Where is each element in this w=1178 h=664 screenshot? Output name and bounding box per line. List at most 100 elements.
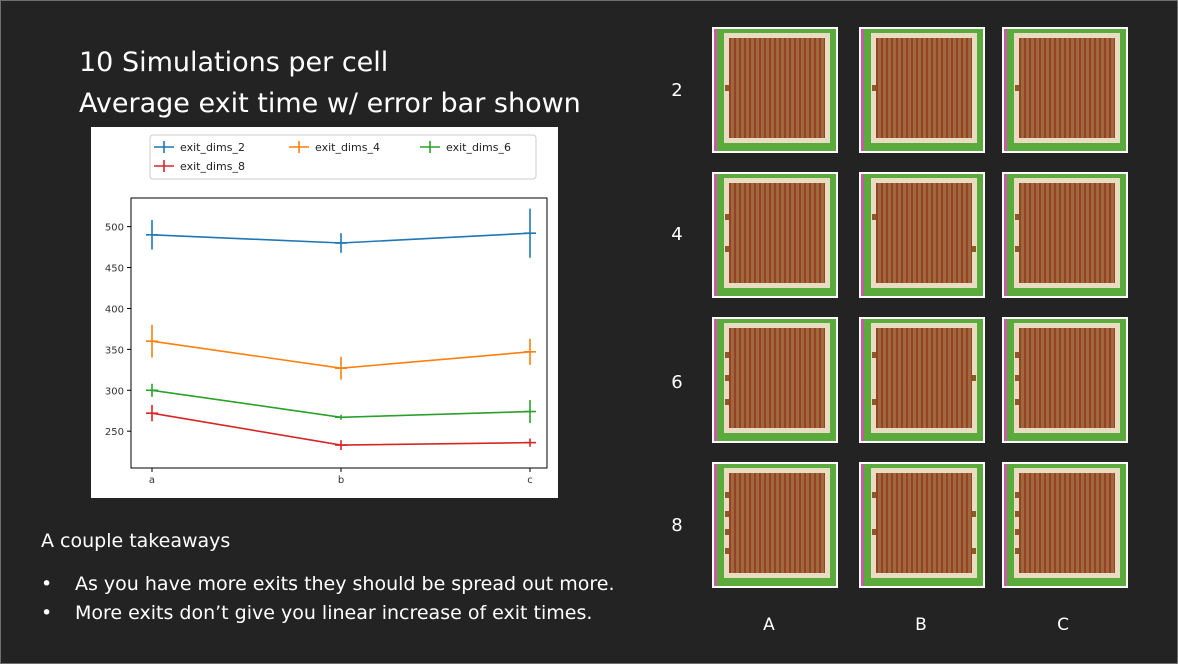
map-exit-door xyxy=(725,511,729,517)
map-exit-door xyxy=(1015,214,1019,220)
legend-box xyxy=(149,134,537,180)
legend-label: exit_dims_2 xyxy=(180,141,245,154)
map-exit-door xyxy=(872,85,876,91)
map-exit-door xyxy=(725,492,729,498)
bullet-dot: • xyxy=(41,573,53,595)
col-label-b: B xyxy=(915,615,927,635)
map-thumbnail xyxy=(712,317,838,443)
bullet-dot: • xyxy=(41,602,53,624)
line-chart: 250 300 350 400 450 500 a b c exit_dims_2 exit_dim… xyxy=(91,127,558,498)
map-floor xyxy=(876,473,972,573)
map-exit-door xyxy=(725,85,729,91)
map-exit-door xyxy=(1015,492,1019,498)
map-exit-door xyxy=(972,548,976,554)
y-tick-label: 300 xyxy=(105,386,124,397)
map-exit-door xyxy=(872,214,876,220)
takeaway-text: As you have more exits they should be sp… xyxy=(75,573,615,595)
x-tick-label: c xyxy=(527,475,533,486)
map-pink xyxy=(861,464,864,586)
map-thumbnail xyxy=(1002,462,1128,588)
map-pink xyxy=(1004,319,1007,441)
map-thumbnail xyxy=(859,317,985,443)
map-exit-door xyxy=(872,399,876,405)
takeaways-list: • As you have more exits they should be s… xyxy=(41,570,615,628)
map-floor xyxy=(729,328,825,428)
map-thumbnail xyxy=(1002,27,1128,153)
y-tick-label: 250 xyxy=(105,427,124,438)
takeaway-item: • More exits don’t give you linear increa… xyxy=(41,599,615,628)
map-pink xyxy=(714,174,717,296)
row-label-8: 8 xyxy=(671,515,683,536)
map-floor xyxy=(1019,328,1115,428)
map-exit-door xyxy=(1015,352,1019,358)
x-tick-label: a xyxy=(149,475,155,486)
y-tick-label: 500 xyxy=(105,223,124,234)
plot-frame xyxy=(130,197,548,469)
map-floor xyxy=(1019,183,1115,283)
map-floor xyxy=(876,183,972,283)
title-line-1: 10 Simulations per cell xyxy=(79,47,389,78)
map-floor xyxy=(729,473,825,573)
map-exit-door xyxy=(725,246,729,252)
legend-label: exit_dims_4 xyxy=(315,141,380,154)
takeaways-heading: A couple takeaways xyxy=(41,530,231,552)
map-floor xyxy=(729,38,825,138)
y-tick-label: 350 xyxy=(105,345,124,356)
map-exit-door xyxy=(725,548,729,554)
map-thumbnail xyxy=(1002,317,1128,443)
row-label-6: 6 xyxy=(671,372,683,393)
map-exit-door xyxy=(725,399,729,405)
legend-label: exit_dims_6 xyxy=(446,141,511,154)
map-exit-door xyxy=(1015,548,1019,554)
map-floor xyxy=(1019,38,1115,138)
map-pink xyxy=(1004,464,1007,586)
chart-svg: 250 300 350 400 450 500 a b c exit_dims_2 exit_dim… xyxy=(105,134,548,486)
map-thumbnail xyxy=(712,462,838,588)
map-exit-door xyxy=(1015,399,1019,405)
series-line-exit_dims_6 xyxy=(151,389,531,419)
map-pink xyxy=(861,174,864,296)
title-line-2: Average exit time w/ error bar shown xyxy=(79,88,581,119)
map-exit-door xyxy=(1015,85,1019,91)
map-exit-door xyxy=(725,352,729,358)
map-exit-door xyxy=(972,375,976,381)
x-tick-label: b xyxy=(338,475,344,486)
col-label-a: A xyxy=(763,615,775,635)
map-floor xyxy=(876,328,972,428)
slide-title: 10 Simulations per cell Average exit tim… xyxy=(79,42,581,124)
map-exit-door xyxy=(725,375,729,381)
map-floor xyxy=(876,38,972,138)
map-exit-door xyxy=(972,246,976,252)
takeaway-text: More exits don’t give you linear increas… xyxy=(75,602,593,624)
y-tick-label: 450 xyxy=(105,264,124,275)
map-exit-door xyxy=(1015,511,1019,517)
map-pink xyxy=(714,464,717,586)
col-label-c: C xyxy=(1057,615,1069,635)
takeaway-item: • As you have more exits they should be s… xyxy=(41,570,615,599)
map-pink xyxy=(1004,29,1007,151)
map-thumbnail xyxy=(712,172,838,298)
map-thumbnail xyxy=(859,172,985,298)
map-pink xyxy=(861,319,864,441)
map-thumbnail xyxy=(1002,172,1128,298)
map-pink xyxy=(1004,174,1007,296)
map-pink xyxy=(714,319,717,441)
map-pink xyxy=(861,29,864,151)
map-exit-door xyxy=(872,529,876,535)
map-exit-door xyxy=(972,511,976,517)
map-thumbnail xyxy=(859,462,985,588)
y-tick-label: 400 xyxy=(105,304,124,315)
legend-label: exit_dims_8 xyxy=(180,160,245,173)
map-thumbnail xyxy=(859,27,985,153)
map-thumbnail xyxy=(712,27,838,153)
map-exit-door xyxy=(1015,246,1019,252)
map-exit-door xyxy=(872,492,876,498)
row-label-4: 4 xyxy=(671,224,683,245)
map-exit-door xyxy=(1015,529,1019,535)
row-label-2: 2 xyxy=(671,80,683,101)
map-floor xyxy=(729,183,825,283)
map-exit-door xyxy=(725,529,729,535)
map-exit-door xyxy=(725,214,729,220)
map-floor xyxy=(1019,473,1115,573)
map-pink xyxy=(714,29,717,151)
